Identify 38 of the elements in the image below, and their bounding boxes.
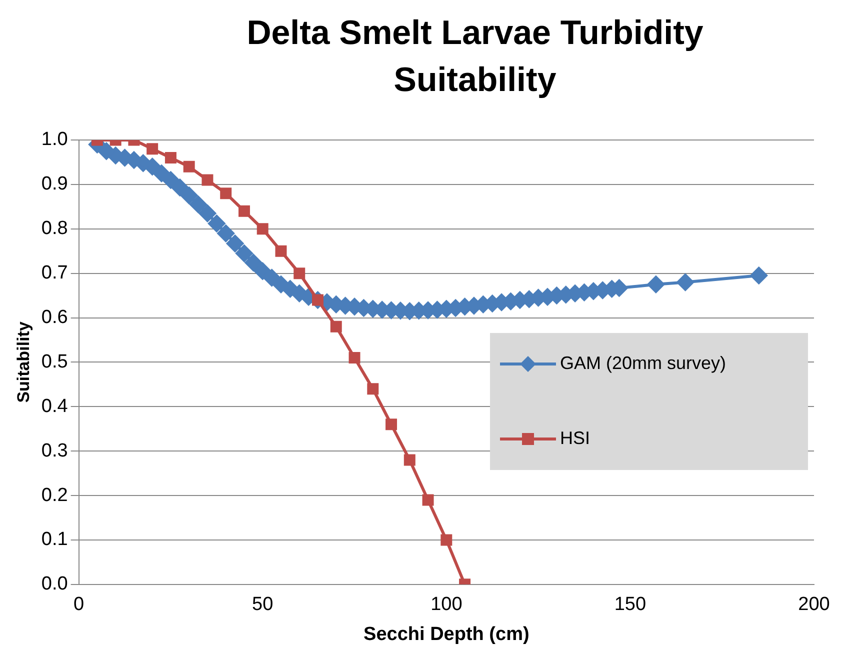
y-axis-title: Suitability — [14, 321, 33, 403]
point — [183, 160, 195, 172]
y-tick-label: 0.8 — [41, 218, 68, 240]
point — [256, 223, 268, 235]
point — [312, 294, 324, 306]
legend-label: GAM (20mm survey) — [560, 353, 726, 374]
point — [422, 494, 434, 506]
point — [440, 534, 452, 546]
chart-title: Delta Smelt Larvae Turbidity Suitability — [246, 13, 704, 101]
point — [367, 383, 379, 395]
y-tick-label: 0.4 — [41, 396, 68, 417]
x-tick-label: 100 — [430, 594, 462, 616]
point — [275, 245, 287, 257]
point — [294, 268, 306, 280]
x-tick-label: 200 — [798, 594, 830, 616]
point — [146, 143, 158, 155]
y-tick-label: 0.1 — [41, 529, 68, 550]
y-tick-label: 0.2 — [41, 484, 68, 506]
point — [348, 352, 360, 364]
y-tick-label: 0.6 — [41, 306, 68, 328]
x-tick-label: 50 — [252, 594, 274, 616]
point — [220, 188, 232, 200]
y-tick-label: 0.5 — [41, 351, 68, 372]
x-axis-title: Secchi Depth (cm) — [364, 624, 530, 645]
y-tick-label: 0.3 — [41, 440, 68, 462]
y-tick-label: 0.0 — [41, 574, 68, 595]
y-tick-label: 0.9 — [41, 174, 68, 195]
y-tick-label: 1.0 — [41, 129, 68, 150]
legend-label: HSI — [560, 428, 590, 449]
point — [202, 174, 214, 186]
point — [330, 320, 342, 332]
point — [404, 454, 416, 466]
x-tick-label: 150 — [614, 594, 646, 616]
point — [238, 205, 250, 217]
point — [386, 418, 398, 430]
y-tick-label: 0.7 — [41, 262, 68, 284]
x-tick-label: 0 — [74, 594, 84, 616]
point — [164, 152, 176, 164]
